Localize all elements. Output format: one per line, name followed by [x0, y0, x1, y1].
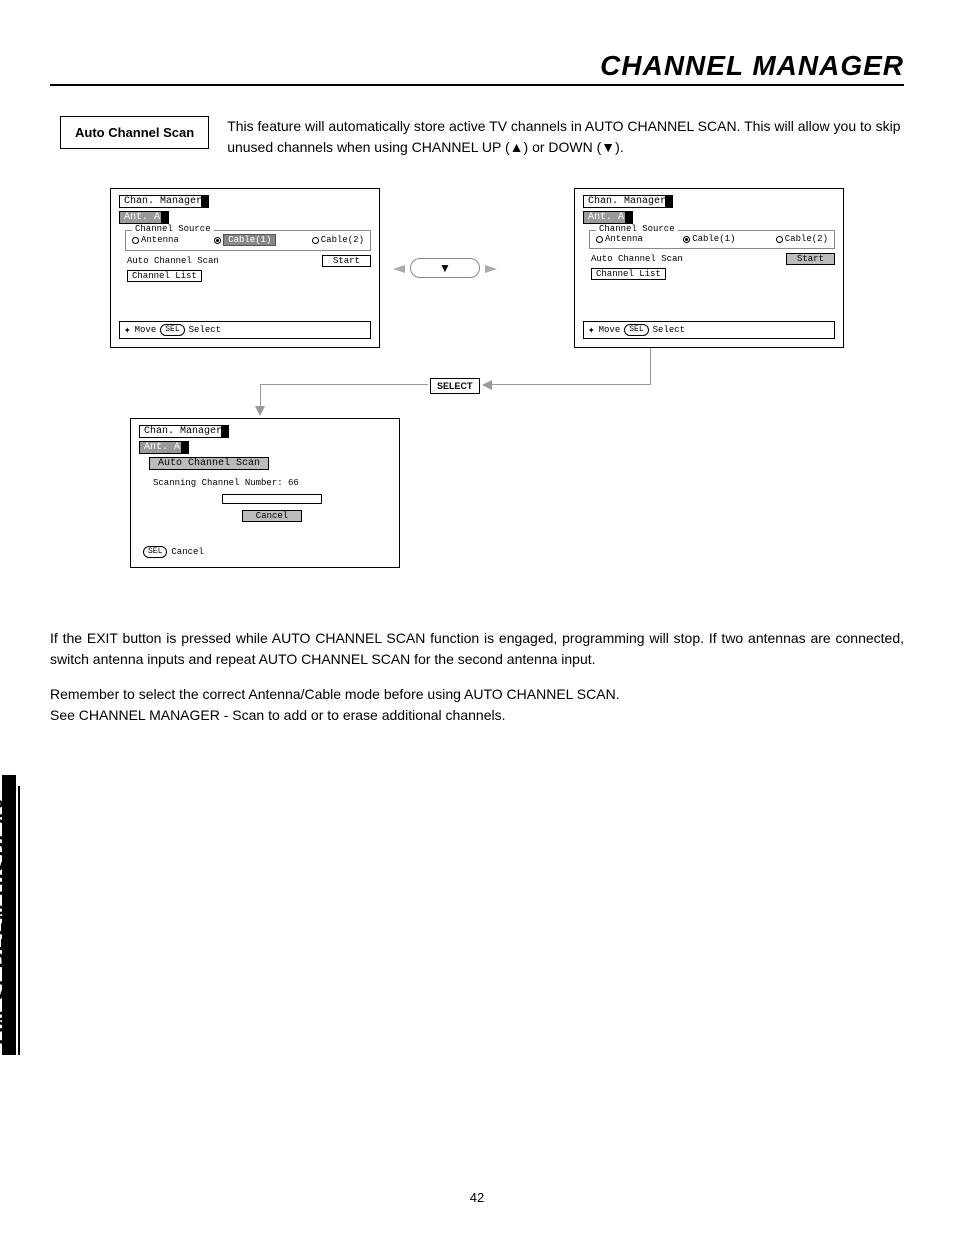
channel-source-legend: Channel Source: [596, 224, 678, 234]
connector-line: [260, 384, 428, 385]
feature-label-box: Auto Channel Scan: [60, 116, 209, 149]
auto-scan-subheader: Auto Channel Scan: [149, 457, 269, 470]
scan-progress-bar: [222, 494, 322, 504]
start-button-highlighted[interactable]: Start: [786, 253, 835, 265]
radio-cable1[interactable]: Cable(1): [214, 234, 276, 246]
osd-panel-start-selected: Chan. Manager Ant. A Channel Source Ante…: [574, 188, 844, 348]
body-paragraph-1: If the EXIT button is pressed while AUTO…: [50, 628, 904, 670]
connector-line: [490, 384, 651, 385]
scanning-status: Scanning Channel Number: 66: [153, 478, 391, 488]
osd-footer-cancel: SEL Cancel: [139, 545, 391, 559]
osd-title: Chan. Manager: [139, 425, 229, 438]
auto-scan-label: Auto Channel Scan: [591, 254, 683, 264]
channel-source-group: Channel Source Antenna Cable(1) Cable(2): [125, 230, 371, 251]
move-icon: ✦: [588, 323, 595, 337]
body-paragraph-3: See CHANNEL MANAGER - Scan to add or to …: [50, 705, 904, 726]
connector-line: [260, 384, 261, 408]
channel-source-legend: Channel Source: [132, 224, 214, 234]
osd-footer: ✦ Move SEL Select: [119, 321, 371, 339]
radio-cable1[interactable]: Cable(1): [683, 234, 735, 244]
start-button[interactable]: Start: [322, 255, 371, 267]
intro-paragraph: This feature will automatically store ac…: [227, 116, 904, 158]
page-header: CHANNEL MANAGER: [50, 50, 904, 86]
page-number: 42: [0, 1190, 954, 1205]
connector-line: [650, 348, 651, 384]
channel-list-button[interactable]: Channel List: [591, 268, 666, 280]
osd-title: Chan. Manager: [583, 195, 673, 208]
osd-antenna-tab: Ant. A: [119, 211, 169, 224]
radio-antenna[interactable]: Antenna: [596, 234, 643, 244]
page-title: CHANNEL MANAGER: [50, 50, 904, 82]
arrow-left-icon: [482, 380, 492, 390]
auto-scan-label: Auto Channel Scan: [127, 256, 219, 266]
osd-antenna-tab: Ant. A: [583, 211, 633, 224]
select-icon: SEL: [160, 324, 184, 336]
down-arrow-connector: ▼: [410, 258, 480, 278]
arrow-down-icon: [255, 406, 265, 416]
osd-diagram: Chan. Manager Ant. A Channel Source Ante…: [110, 188, 844, 608]
radio-cable2[interactable]: Cable(2): [776, 234, 828, 244]
move-icon: ✦: [124, 323, 131, 337]
osd-panel-initial: Chan. Manager Ant. A Channel Source Ante…: [110, 188, 380, 348]
cancel-button[interactable]: Cancel: [242, 510, 302, 522]
radio-antenna[interactable]: Antenna: [132, 234, 179, 246]
select-icon: SEL: [143, 546, 167, 558]
osd-antenna-tab: Ant. A: [139, 441, 189, 454]
select-badge: SELECT: [430, 378, 480, 394]
channel-list-button[interactable]: Channel List: [127, 270, 202, 282]
body-paragraph-2: Remember to select the correct Antenna/C…: [50, 684, 904, 705]
osd-footer: ✦ Move SEL Select: [583, 321, 835, 339]
radio-cable2[interactable]: Cable(2): [312, 234, 364, 246]
osd-title: Chan. Manager: [119, 195, 209, 208]
select-icon: SEL: [624, 324, 648, 336]
side-tab-label: ON-SCREEN DISPLAY: [0, 786, 20, 1055]
channel-source-group: Channel Source Antenna Cable(1) Cable(2): [589, 230, 835, 249]
osd-panel-scanning: Chan. Manager Ant. A Auto Channel Scan S…: [130, 418, 400, 568]
